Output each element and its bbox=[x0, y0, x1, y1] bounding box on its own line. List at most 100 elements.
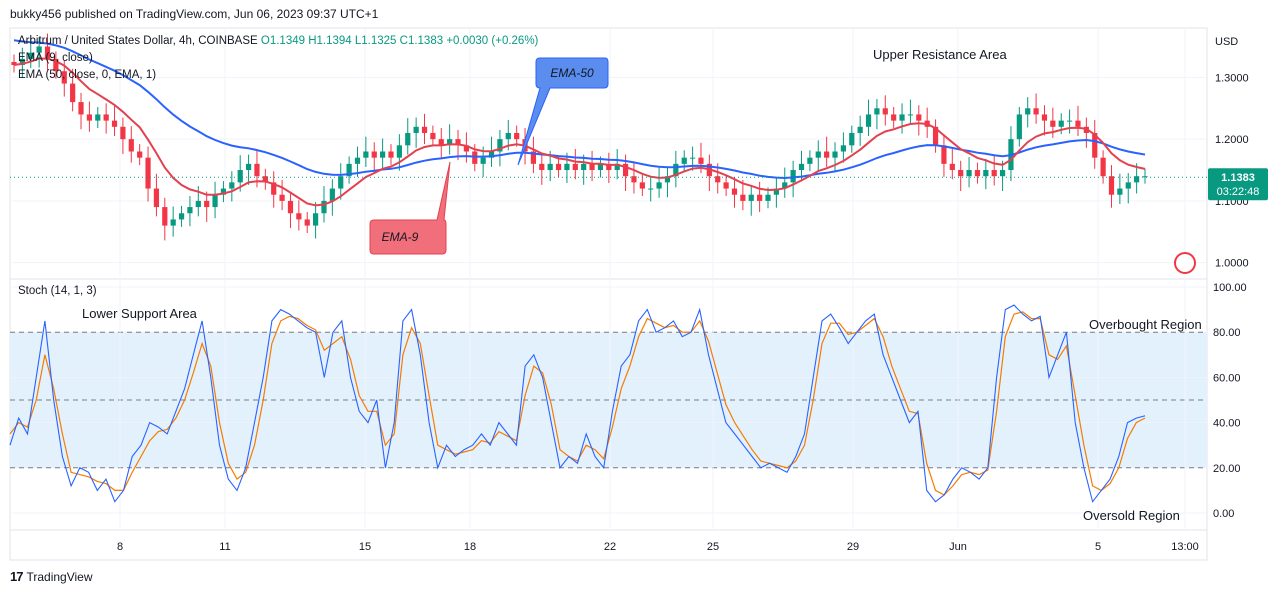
candle-body bbox=[1058, 120, 1064, 127]
candle-body bbox=[514, 132, 520, 140]
ema9-legend[interactable]: EMA (9, close) bbox=[18, 52, 93, 64]
candle-body bbox=[153, 188, 160, 208]
candle-body bbox=[254, 163, 260, 177]
stoch-tick-label: 80.00 bbox=[1213, 327, 1241, 339]
candle-body bbox=[589, 163, 595, 171]
candle-body bbox=[1117, 188, 1123, 195]
candle-body bbox=[178, 213, 185, 220]
candle-body bbox=[430, 132, 436, 140]
candle-body bbox=[1125, 182, 1131, 189]
candle-body bbox=[61, 71, 67, 84]
candle-body bbox=[44, 46, 51, 59]
candle-body bbox=[421, 126, 428, 133]
candle-body bbox=[70, 83, 76, 103]
candle-body bbox=[1108, 176, 1115, 195]
currency-label: USD bbox=[1215, 36, 1238, 48]
symbol-header: Arbitrum / United States Dollar, 4h, COI… bbox=[18, 35, 538, 47]
stoch-tick-label: 100.00 bbox=[1213, 282, 1247, 294]
candle-body bbox=[723, 182, 729, 189]
candle-body bbox=[111, 120, 118, 127]
candle-body bbox=[899, 114, 905, 121]
candle-body bbox=[187, 207, 193, 214]
candle-body bbox=[983, 170, 989, 177]
candle-body bbox=[480, 157, 486, 164]
candle-body bbox=[581, 163, 587, 171]
candle-body bbox=[832, 151, 838, 158]
oversold-annotation: Oversold Region bbox=[1083, 508, 1180, 523]
upper-resistance-annotation: Upper Resistance Area bbox=[873, 47, 1007, 62]
candle-body bbox=[313, 213, 319, 226]
current-price-label: 1.1383 bbox=[1221, 172, 1255, 184]
candle-body bbox=[1016, 114, 1022, 140]
candle-body bbox=[907, 114, 914, 116]
candle-body bbox=[715, 176, 721, 183]
candle-body bbox=[162, 207, 168, 226]
candle-body bbox=[413, 126, 419, 133]
candle-body bbox=[128, 139, 134, 152]
candle-body bbox=[824, 151, 830, 158]
candle-body bbox=[245, 163, 252, 171]
candle-body bbox=[606, 163, 612, 171]
candle-body bbox=[19, 58, 25, 66]
candle-body bbox=[321, 200, 327, 214]
overbought-annotation: Overbought Region bbox=[1089, 317, 1202, 332]
candle-body bbox=[941, 145, 947, 164]
candle-body bbox=[681, 157, 687, 164]
lower-support-annotation: Lower Support Area bbox=[82, 306, 198, 321]
candle-body bbox=[388, 151, 394, 158]
candle-body bbox=[212, 194, 218, 208]
candle-body bbox=[849, 132, 855, 146]
top-bar: bukky456 published on TradingView.com, J… bbox=[0, 0, 1280, 28]
candle-body bbox=[1142, 176, 1148, 178]
candle-body bbox=[497, 139, 503, 152]
candle-body bbox=[296, 213, 302, 220]
candle-body bbox=[622, 163, 629, 177]
candle-body bbox=[757, 194, 763, 201]
candle-body bbox=[204, 200, 210, 208]
candle-body bbox=[1067, 120, 1073, 122]
candle-body bbox=[597, 163, 604, 171]
footer-brand-text: TradingView bbox=[26, 569, 93, 584]
stoch-tick-label: 60.00 bbox=[1213, 372, 1241, 384]
candle-body bbox=[329, 188, 335, 201]
candle-body bbox=[564, 163, 570, 171]
candle-body bbox=[916, 114, 922, 121]
candle-body bbox=[195, 200, 201, 208]
candle-body bbox=[220, 188, 227, 195]
candle-body bbox=[530, 151, 537, 164]
candle-body bbox=[648, 188, 654, 190]
candle-body bbox=[631, 176, 637, 183]
footer-brand[interactable]: 17 TradingView bbox=[10, 569, 93, 584]
candle-body bbox=[539, 163, 545, 171]
candle-body bbox=[1050, 120, 1056, 127]
candle-body bbox=[472, 151, 478, 164]
time-tick-label: 25 bbox=[707, 541, 719, 553]
candle-body bbox=[966, 170, 972, 177]
ema9-callout bbox=[369, 161, 451, 255]
ohlc-values: O1.1349 H1.1394 L1.1325 C1.1383 +0.0030 … bbox=[260, 35, 539, 47]
candle-body bbox=[405, 132, 411, 146]
candle-body bbox=[36, 46, 42, 53]
candle-body bbox=[271, 182, 277, 195]
candle-body bbox=[555, 163, 562, 171]
candle-body bbox=[547, 163, 553, 171]
candle-body bbox=[798, 163, 805, 171]
candle-body bbox=[371, 151, 377, 158]
countdown-label: 03:22:48 bbox=[1217, 186, 1260, 198]
candle-body bbox=[865, 114, 872, 127]
time-tick-label: 8 bbox=[117, 541, 123, 553]
ema50-callout bbox=[517, 57, 609, 166]
ema50-annotation: EMA-50 bbox=[550, 66, 594, 80]
candle-body bbox=[1092, 132, 1098, 158]
candle-body bbox=[874, 108, 880, 115]
flag-icon bbox=[1174, 252, 1196, 274]
stoch-legend[interactable]: Stoch (14, 1, 3) bbox=[18, 285, 97, 297]
candle-body bbox=[740, 194, 746, 201]
candle-body bbox=[773, 188, 779, 195]
ema50-line bbox=[13, 39, 1146, 180]
candle-body bbox=[338, 176, 344, 189]
candle-body bbox=[891, 114, 897, 121]
ema50-legend[interactable]: EMA (50, close, 0, EMA, 1) bbox=[18, 69, 157, 81]
current-price-badge bbox=[1208, 168, 1268, 201]
